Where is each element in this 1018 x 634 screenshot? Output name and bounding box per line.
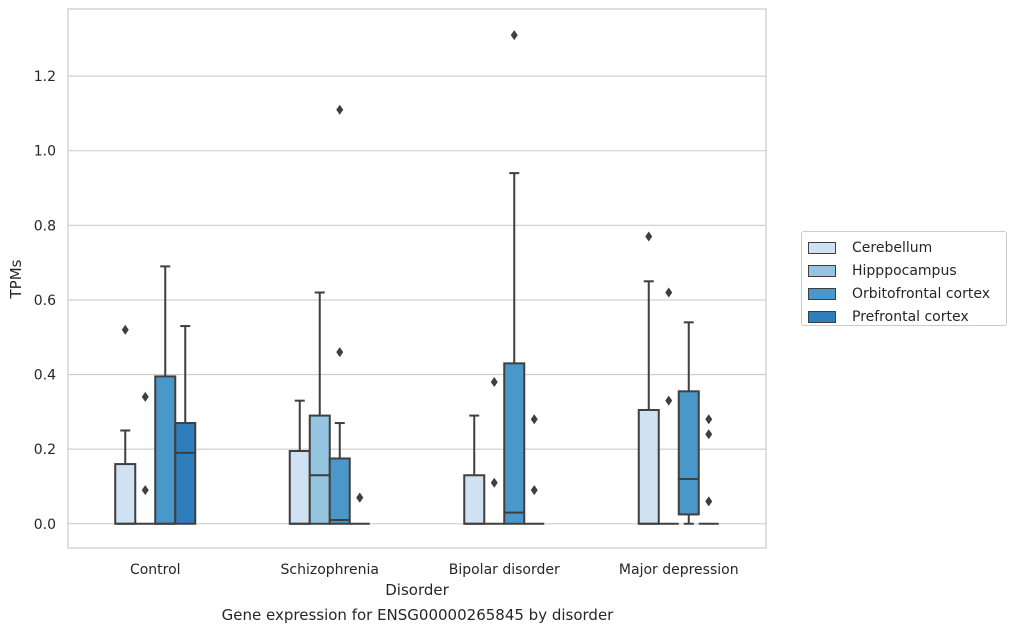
legend-item-orbitofrontal: Orbitofrontal cortex [808,282,1006,305]
outlier-point-0 [530,485,538,496]
box-1-0 [135,391,156,525]
y-tick-labels: 0.0 0.2 0.4 0.6 0.8 1.0 1.2 [34,69,56,533]
outlier-point-0 [121,324,129,335]
box-body [154,375,177,525]
box-3-0 [174,325,197,525]
legend-item-prefrontal: Prefrontal cortex [808,305,1006,328]
y-tick-label-4: 0.8 [34,218,56,234]
x-tick-label-0: Control [130,562,181,578]
outlier-point-1 [356,492,364,503]
box-2-1 [328,104,351,525]
box-3-3 [698,414,719,525]
x-tick-label-2: Bipolar disorder [449,562,560,578]
box-body [637,408,660,525]
outlier-point-0 [510,30,518,41]
box-0-3 [637,231,660,525]
box-0-0 [114,324,137,525]
y-tick-label-1: 0.2 [34,442,56,458]
box-body [503,362,526,525]
plot-frame [67,8,767,549]
outlier-point-1 [141,391,149,402]
outlier-point-1 [490,377,498,388]
box-2-2 [503,30,526,525]
box-2-3 [677,321,700,525]
outlier-point-1 [665,287,673,298]
box-3-2 [524,414,545,525]
legend: Cerebellum Hipppocampus Orbitofrontal co… [801,231,1007,326]
legend-label-orbitofrontal: Orbitofrontal cortex [852,285,990,302]
box-1-1 [308,291,331,525]
outlier-point-0 [490,477,498,488]
box-body [328,457,351,525]
box-plot-chart: 0.0 0.2 0.4 0.6 0.8 1.0 1.2 Control Schizophren… [7,8,767,599]
x-axis-label: Disorder [385,581,449,599]
legend-swatch-cerebellum [808,241,836,254]
x-tick-label-1: Schizophrenia [281,562,379,578]
legend-label-hippocampus: Hipppocampus [852,262,957,279]
y-tick-label-0: 0.0 [34,517,56,533]
y-tick-label-5: 1.0 [34,144,56,160]
box-body [174,422,197,525]
boxes [114,30,719,525]
legend-swatch-hippocampus [808,264,836,277]
y-tick-label-6: 1.2 [34,69,56,85]
x-tick-label-3: Major depression [619,562,739,578]
box-0-1 [288,399,311,525]
legend-swatch-orbitofrontal [808,287,836,300]
outlier-point-2 [705,414,713,425]
box-0-2 [463,414,486,525]
chart-title: Gene expression for ENSG00000265845 by d… [221,606,614,624]
outlier-point-0 [141,485,149,496]
box-2-0 [154,265,177,525]
x-tick-labels: Control Schizophrenia Bipolar disorder Majo… [130,562,739,578]
box-body [114,463,137,525]
y-tick-label-3: 0.6 [34,293,56,309]
box-body [463,474,486,525]
box-body [308,414,331,525]
box-1-2 [484,377,505,525]
outlier-point-1 [336,104,344,115]
legend-item-hippocampus: Hipppocampus [808,259,1006,282]
box-3-1 [349,492,370,525]
y-tick-label-2: 0.4 [34,368,56,384]
legend-label-prefrontal: Prefrontal cortex [852,308,969,325]
box-body [677,390,700,516]
outlier-point-0 [336,347,344,358]
outlier-point-0 [705,496,713,507]
outlier-point-1 [705,429,713,440]
y-axis-label: TPMs [7,259,25,299]
outlier-point-1 [530,414,538,425]
box-1-3 [658,287,679,525]
legend-item-cerebellum: Cerebellum [808,236,1006,259]
outlier-point-0 [665,395,673,406]
box-body [288,450,311,525]
legend-label-cerebellum: Cerebellum [852,239,933,256]
legend-swatch-prefrontal [808,310,836,323]
outlier-point-0 [645,231,653,242]
